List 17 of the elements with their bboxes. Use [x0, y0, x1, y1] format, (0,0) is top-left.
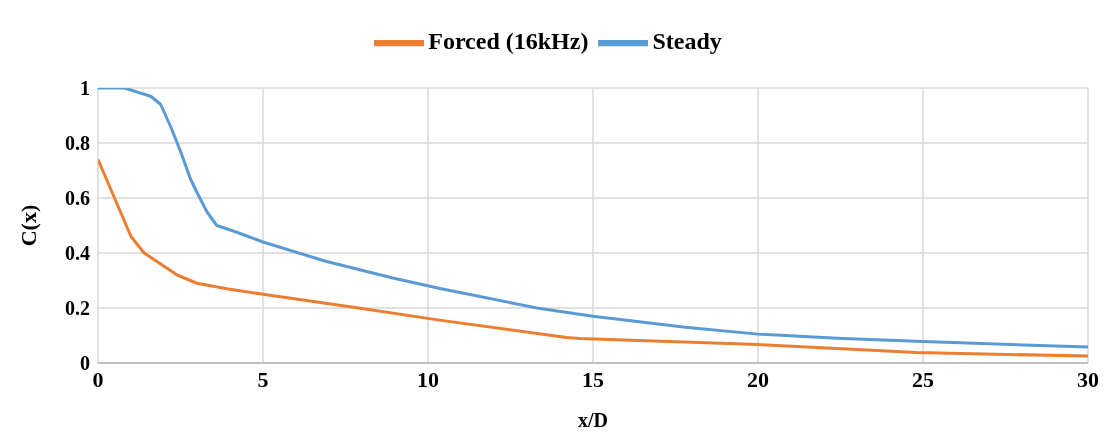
x-tick-label: 30 [1077, 366, 1099, 392]
x-tick-label: 25 [912, 366, 934, 392]
y-tick-label: 0.2 [65, 297, 90, 320]
x-tick-label: 20 [747, 366, 769, 392]
y-tick-label: 0.8 [65, 132, 90, 155]
x-tick-label: 10 [417, 366, 439, 392]
y-tick-label: 0 [80, 352, 90, 375]
x-axis-title: x/D [578, 409, 608, 432]
line-series [98, 158, 1088, 358]
y-tick-label: 0.4 [65, 242, 90, 265]
legend-label: Steady [652, 27, 722, 54]
x-tick-label: 5 [257, 366, 269, 392]
y-tick-label: 0.6 [65, 187, 90, 210]
y-tick-label: 1 [80, 77, 90, 100]
x-tick-label: 15 [582, 366, 604, 392]
y-axis-title: C(x) [15, 204, 41, 247]
legend-label: Forced (16kHz) [428, 27, 589, 54]
